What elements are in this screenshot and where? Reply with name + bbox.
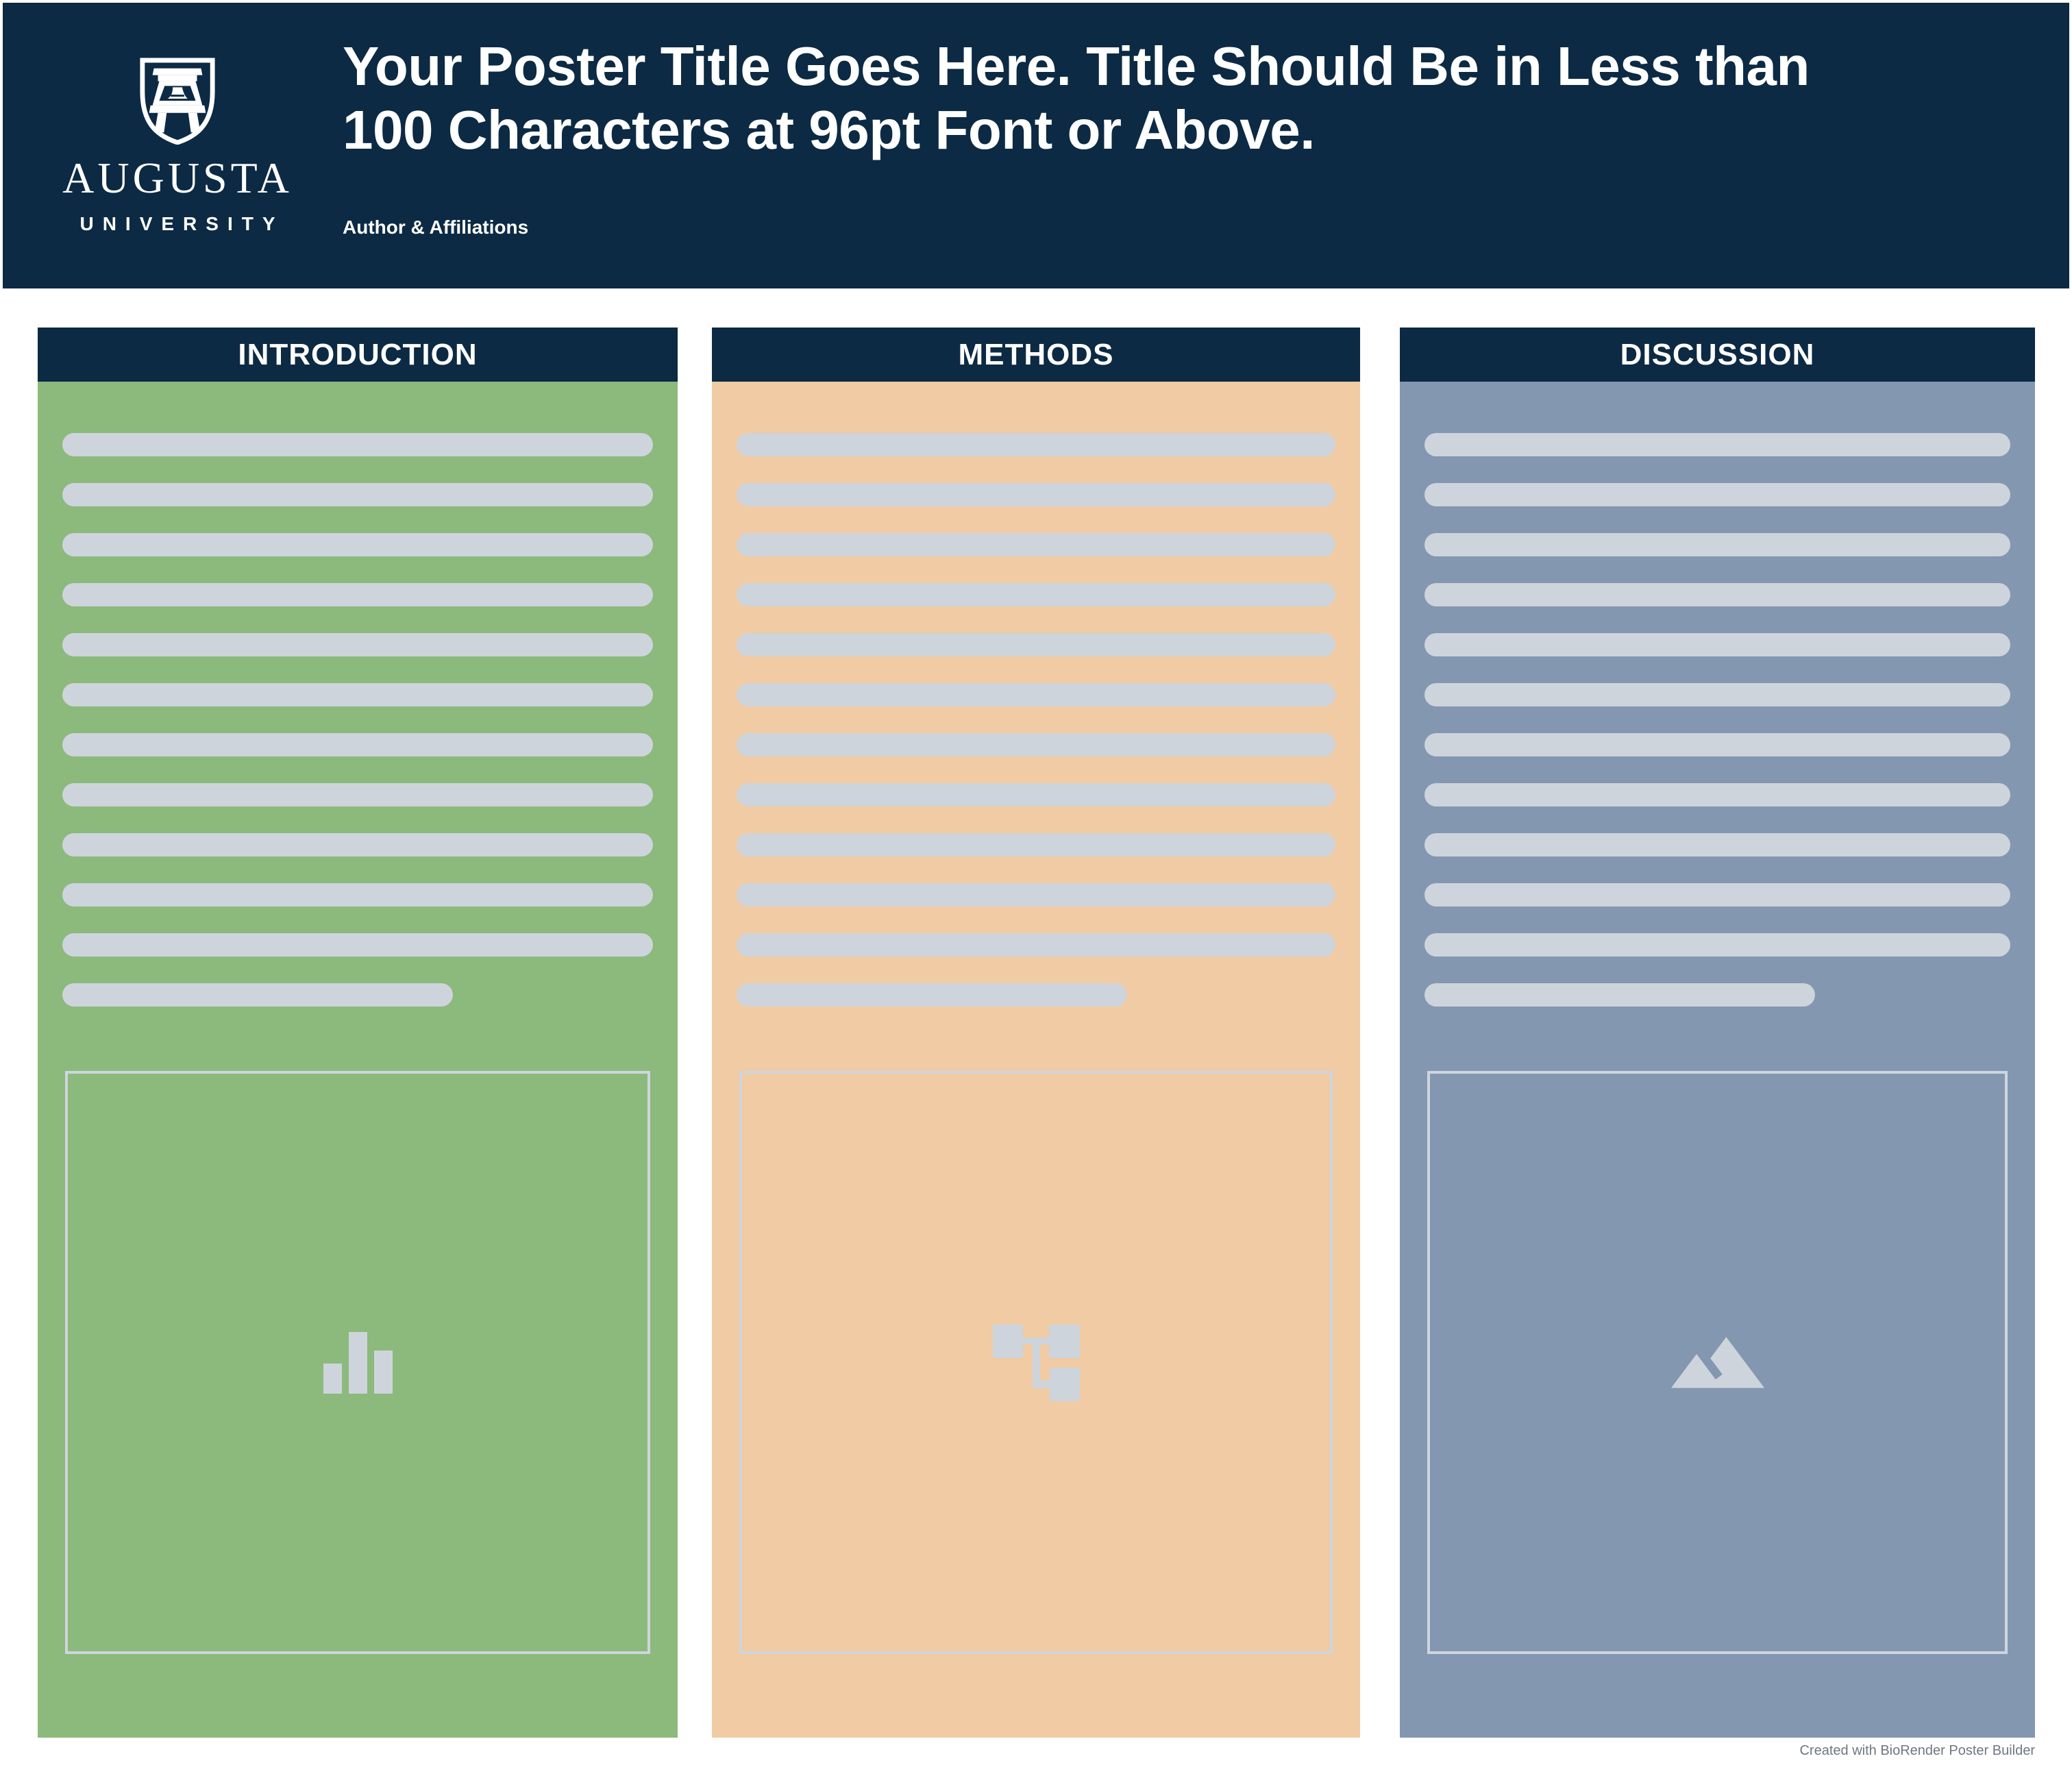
text-line-placeholder — [62, 983, 453, 1007]
text-line-placeholder — [737, 683, 1335, 706]
poster-title-line1: Your Poster Title Goes Here. Title Shoul… — [343, 36, 1810, 97]
image-placeholder-discussion — [1427, 1071, 2008, 1654]
text-placeholder-block — [62, 433, 653, 1033]
text-line-placeholder — [737, 533, 1335, 556]
poster-header: AUGUSTA UNIVERSITY Your Poster Title Goe… — [3, 3, 2069, 288]
text-placeholder-block — [1424, 433, 2010, 1033]
text-line-placeholder — [1424, 683, 2010, 706]
augusta-shield-icon — [140, 58, 215, 145]
image-placeholder-introduction — [65, 1071, 650, 1654]
section-body-discussion — [1400, 382, 2035, 1738]
university-subtitle: UNIVERSITY — [79, 213, 284, 234]
text-line-placeholder — [737, 583, 1335, 606]
image-placeholder-methods — [739, 1071, 1333, 1654]
text-line-placeholder — [1424, 733, 2010, 756]
section-body-methods — [712, 382, 1360, 1738]
authors-affiliations: Author & Affiliations — [343, 217, 529, 238]
title-block: Your Poster Title Goes Here. Title Shoul… — [343, 34, 2049, 238]
poster-title-line2: 100 Characters at 96pt Font or Above. — [343, 99, 1315, 160]
text-line-placeholder — [1424, 433, 2010, 456]
section-body-introduction — [38, 382, 678, 1738]
poster-title: Your Poster Title Goes Here. Title Shoul… — [343, 34, 2049, 162]
text-line-placeholder — [62, 483, 653, 506]
text-placeholder-block — [737, 433, 1335, 1033]
text-line-placeholder — [62, 783, 653, 806]
text-line-placeholder — [1424, 533, 2010, 556]
text-line-placeholder — [1424, 583, 2010, 606]
section-title: DISCUSSION — [1620, 337, 1815, 371]
column-introduction: INTRODUCTION — [38, 328, 678, 1738]
text-line-placeholder — [737, 783, 1335, 806]
column-discussion: DISCUSSION — [1400, 328, 2035, 1738]
section-header-methods: METHODS — [712, 328, 1360, 382]
text-line-placeholder — [1424, 783, 2010, 806]
text-line-placeholder — [1424, 833, 2010, 856]
section-title: METHODS — [958, 337, 1114, 371]
mountain-image-icon — [1670, 1337, 1764, 1388]
text-line-placeholder — [737, 483, 1335, 506]
text-line-placeholder — [62, 883, 653, 907]
text-line-placeholder — [737, 833, 1335, 856]
bar-chart-icon — [323, 1331, 393, 1394]
text-line-placeholder — [62, 683, 653, 706]
text-line-placeholder — [737, 933, 1335, 957]
text-line-placeholder — [1424, 933, 2010, 957]
text-line-placeholder — [737, 983, 1127, 1007]
section-title: INTRODUCTION — [238, 337, 478, 371]
text-line-placeholder — [1424, 633, 2010, 656]
university-logo: AUGUSTA UNIVERSITY — [40, 57, 314, 235]
text-line-placeholder — [62, 533, 653, 556]
section-header-discussion: DISCUSSION — [1400, 328, 2035, 382]
flowchart-icon — [992, 1324, 1080, 1401]
text-line-placeholder — [62, 833, 653, 856]
text-line-placeholder — [62, 583, 653, 606]
text-line-placeholder — [1424, 483, 2010, 506]
university-name: AUGUSTA — [62, 153, 293, 202]
text-line-placeholder — [62, 633, 653, 656]
column-methods: METHODS — [712, 328, 1360, 1738]
text-line-placeholder — [737, 883, 1335, 907]
section-header-introduction: INTRODUCTION — [38, 328, 678, 382]
text-line-placeholder — [62, 933, 653, 957]
biorender-attribution: Created with BioRender Poster Builder — [1799, 1743, 2035, 1758]
text-line-placeholder — [737, 433, 1335, 456]
text-line-placeholder — [737, 633, 1335, 656]
text-line-placeholder — [1424, 883, 2010, 907]
text-line-placeholder — [1424, 983, 1815, 1007]
text-line-placeholder — [62, 433, 653, 456]
text-line-placeholder — [62, 733, 653, 756]
text-line-placeholder — [737, 733, 1335, 756]
